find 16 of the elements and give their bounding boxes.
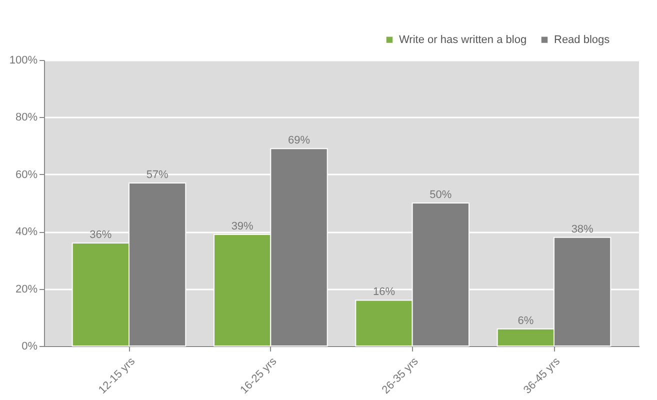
data-label: 39% <box>231 220 254 232</box>
y-tick-label: 60% <box>15 168 38 181</box>
data-label: 36% <box>90 229 112 242</box>
legend-label: Read blogs <box>554 34 610 46</box>
legend-label: Write or has written a blog <box>399 34 527 46</box>
y-tick-label: 40% <box>15 226 38 238</box>
data-label: 69% <box>288 134 310 147</box>
data-label: 38% <box>571 223 594 236</box>
y-tick-label: 20% <box>15 283 38 296</box>
data-label: 57% <box>146 168 169 181</box>
y-tick-label: 0% <box>22 340 38 352</box>
y-tick-label: 100% <box>9 54 38 66</box>
y-tick-label: 80% <box>15 112 38 124</box>
data-label: 6% <box>518 314 534 327</box>
data-label: 50% <box>430 189 452 201</box>
data-label: 16% <box>372 286 396 298</box>
